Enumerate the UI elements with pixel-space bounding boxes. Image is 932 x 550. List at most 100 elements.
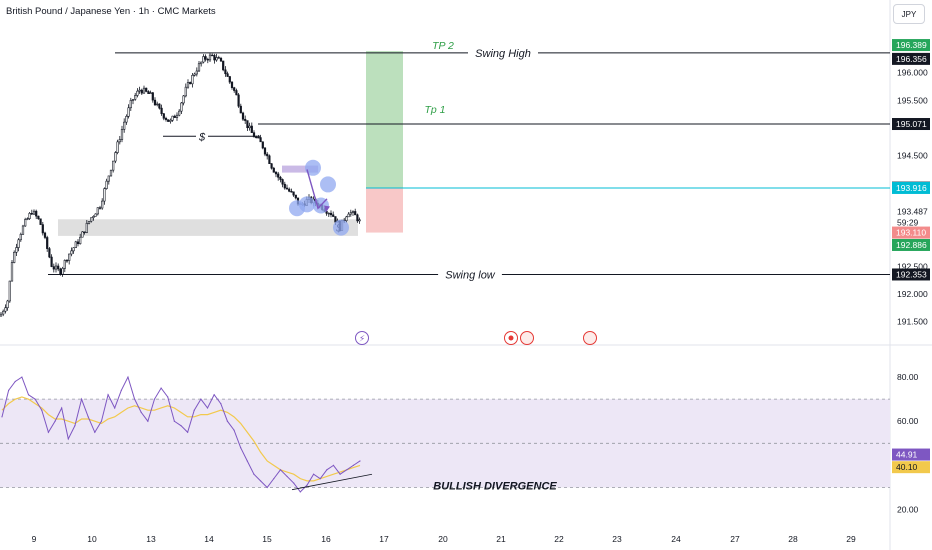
rsi-tick-label: 20.00	[897, 505, 919, 515]
candle-body	[213, 55, 216, 61]
rsi-point	[259, 480, 262, 482]
candle-body	[134, 95, 137, 100]
highlight-circle	[299, 196, 315, 213]
rsi-point	[61, 407, 63, 409]
candle-body	[206, 58, 209, 61]
rsi-point	[206, 407, 209, 409]
rsi-value-tag-bg	[892, 448, 930, 461]
price-tag: 193.110	[896, 228, 926, 238]
candle-body	[103, 188, 106, 202]
candle-body	[228, 76, 231, 83]
candle-body	[283, 183, 286, 189]
divergence-label: BULLISH DIVERGENCE	[433, 480, 557, 492]
candle-body	[147, 91, 150, 94]
candle-body	[98, 207, 102, 209]
candles-group	[0, 53, 361, 317]
rsi-point	[27, 394, 30, 396]
candle-body	[61, 268, 64, 275]
highlight-circle	[305, 159, 321, 176]
candle-body	[219, 57, 223, 62]
price-tick-label: 192.000	[897, 289, 928, 299]
candle-body	[259, 137, 262, 143]
rsi-point	[133, 398, 136, 400]
level-label-bg	[468, 45, 538, 60]
liquidity-label-bg	[196, 129, 208, 144]
level-price-tag-bg	[892, 118, 930, 131]
candle-body	[246, 120, 249, 129]
candle-body	[266, 153, 269, 157]
rsi-point	[293, 482, 295, 484]
earnings-icon[interactable]	[583, 331, 597, 345]
rsi-point	[167, 396, 169, 398]
candle-body	[81, 231, 84, 238]
candle-body	[288, 188, 291, 192]
rsi-point	[173, 420, 175, 422]
candle-body	[70, 250, 73, 255]
candle-body	[149, 92, 152, 94]
countdown-label: 59:29	[897, 218, 919, 228]
candle-body	[215, 57, 218, 61]
candle-body	[285, 187, 289, 190]
candle-body	[74, 241, 77, 249]
candle-body	[211, 54, 214, 57]
rsi-point	[332, 464, 335, 466]
candle-body	[48, 248, 51, 258]
candle-body	[10, 262, 14, 282]
record-dot	[508, 335, 514, 341]
rsi-point	[187, 431, 189, 433]
time-tick-label: 28	[788, 534, 798, 544]
swing-arrow	[306, 169, 328, 210]
price-tag-bg	[892, 39, 930, 52]
highlight-circle	[320, 176, 336, 193]
rsi-point	[74, 425, 76, 427]
level-price-tag: 195.071	[896, 119, 927, 129]
rsi-point	[100, 420, 103, 422]
candle-body	[156, 103, 159, 106]
rsi-tick-label: 80.00	[897, 372, 919, 382]
candle-body	[151, 92, 154, 101]
candle-body	[79, 236, 82, 245]
rsi-signal-tag: 40.10	[896, 462, 918, 472]
time-tick-label: 13	[146, 534, 156, 544]
candle-body	[200, 61, 203, 65]
liquidity-marker: $	[198, 131, 206, 143]
earnings-icon[interactable]	[520, 331, 534, 345]
rsi-point	[21, 376, 23, 378]
rsi-point	[1, 416, 3, 418]
divergence-line	[291, 473, 373, 491]
candle-body	[118, 139, 121, 143]
candle-body	[120, 129, 124, 140]
rsi-point	[67, 438, 69, 440]
candle-body	[252, 132, 256, 138]
candle-body	[329, 212, 333, 216]
rsi-point	[246, 460, 248, 462]
candle-body	[21, 225, 25, 235]
candle-body	[87, 220, 91, 224]
candle-body	[114, 152, 117, 162]
rsi-point	[114, 407, 116, 409]
candle-body	[90, 217, 93, 222]
rsi-point	[233, 429, 235, 431]
candle-body	[237, 94, 240, 107]
candle-body	[162, 113, 165, 119]
rsi-point	[299, 491, 301, 493]
rsi-point	[140, 411, 142, 414]
rsi-point	[286, 475, 288, 478]
rsi-point	[266, 486, 268, 489]
candle-body	[0, 313, 3, 317]
candle-body	[28, 213, 31, 219]
candle-body	[292, 191, 295, 196]
candle-body	[35, 210, 38, 217]
price-tick-label: 191.500	[897, 317, 928, 327]
time-tick-label: 10	[87, 534, 97, 544]
chart-title: British Pound / Japanese Yen · 1h · CMC …	[6, 6, 216, 17]
candle-body	[26, 218, 29, 220]
currency-button[interactable]: JPY	[893, 4, 925, 24]
rsi-point	[240, 447, 242, 449]
level-label-bg	[438, 267, 502, 282]
flash-event-icon[interactable]	[355, 331, 369, 345]
time-tick-label: 29	[846, 534, 856, 544]
candle-body	[125, 116, 128, 123]
candle-body	[250, 125, 253, 133]
